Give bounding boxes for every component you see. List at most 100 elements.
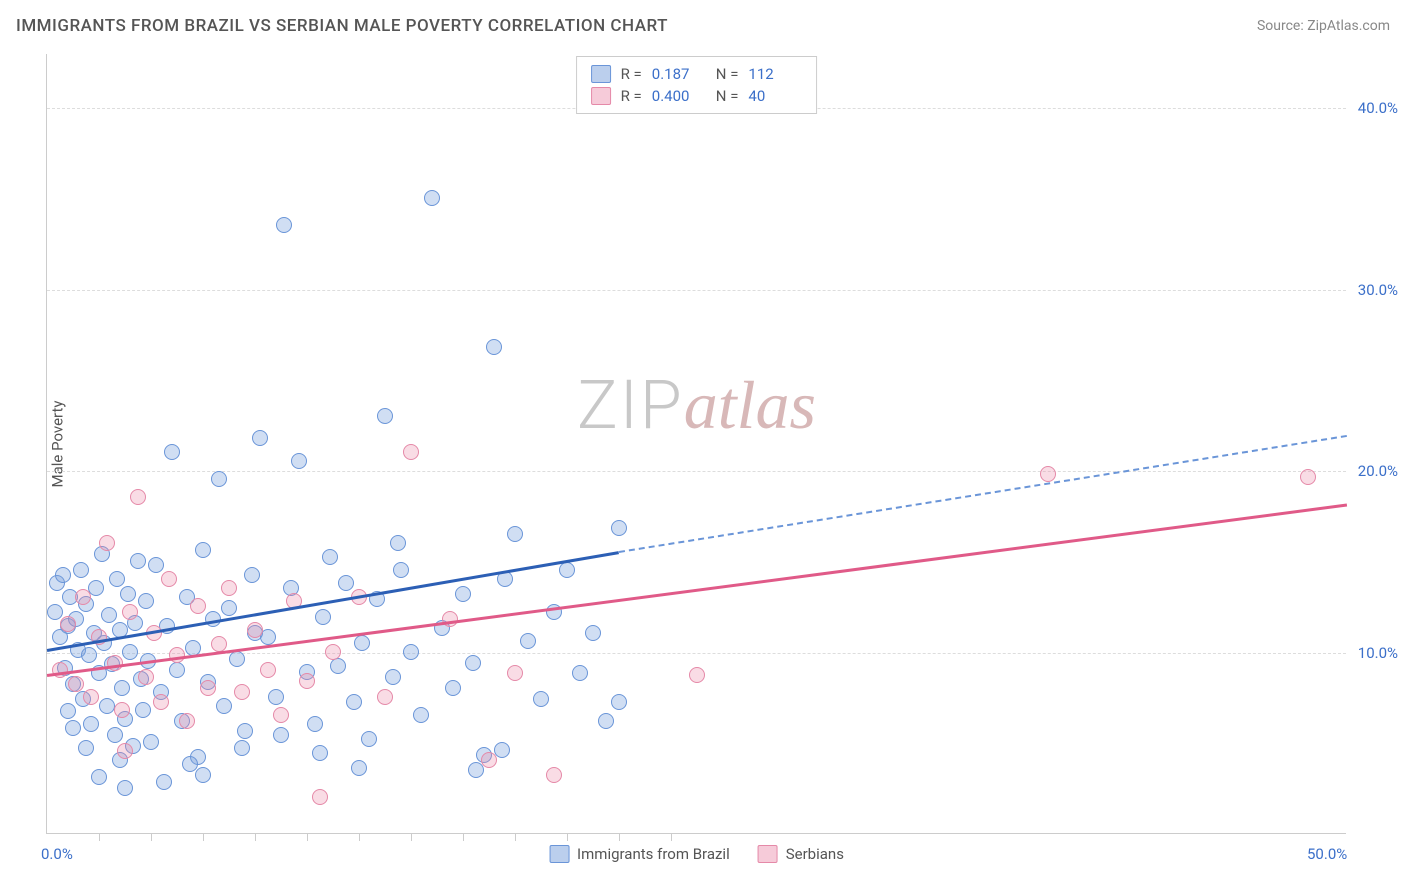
x-tick-mark [99, 833, 100, 841]
r-label: R = [621, 87, 642, 105]
scatter-point [611, 520, 627, 536]
x-tick-mark [307, 833, 308, 841]
scatter-point [109, 571, 125, 587]
scatter-point [99, 698, 115, 714]
scatter-point [338, 575, 354, 591]
y-tick-label: 30.0% [1358, 281, 1398, 299]
scatter-point [78, 740, 94, 756]
plot-area: ZIPatlas R = 0.187 N = 112 R = 0.400 N =… [46, 54, 1346, 834]
scatter-point [122, 644, 138, 660]
scatter-point [330, 658, 346, 674]
r-value-series2: 0.400 [652, 87, 706, 105]
scatter-point [229, 651, 245, 667]
scatter-point [260, 662, 276, 678]
scatter-point [135, 702, 151, 718]
scatter-point [182, 756, 198, 772]
legend-row-series1: R = 0.187 N = 112 [591, 63, 803, 85]
source-name: ZipAtlas.com [1307, 18, 1390, 34]
scatter-point [361, 731, 377, 747]
x-tick-mark [203, 833, 204, 841]
x-tick-mark [567, 833, 568, 841]
scatter-point [307, 716, 323, 732]
x-tick-mark [463, 833, 464, 841]
watermark: ZIPatlas [577, 365, 816, 445]
x-tick-label: 0.0% [41, 845, 73, 863]
scatter-point [143, 734, 159, 750]
scatter-point [156, 774, 172, 790]
scatter-point [546, 767, 562, 783]
scatter-point [390, 535, 406, 551]
scatter-point [276, 217, 292, 233]
source-prefix: Source: [1257, 18, 1307, 34]
legend-label-series2: Serbians [786, 845, 844, 863]
scatter-point [81, 647, 97, 663]
x-tick-mark [619, 833, 620, 841]
scatter-point [211, 471, 227, 487]
scatter-point [130, 553, 146, 569]
scatter-point [585, 625, 601, 641]
scatter-point [445, 680, 461, 696]
x-tick-label: 50.0% [1307, 845, 1347, 863]
scatter-point [200, 680, 216, 696]
r-label: R = [621, 65, 642, 83]
scatter-point [221, 580, 237, 596]
scatter-point [138, 593, 154, 609]
y-tick-label: 10.0% [1358, 644, 1398, 662]
scatter-point [122, 604, 138, 620]
scatter-point [377, 408, 393, 424]
scatter-point [273, 727, 289, 743]
scatter-point [273, 707, 289, 723]
scatter-point [315, 609, 331, 625]
scatter-point [138, 669, 154, 685]
scatter-point [107, 727, 123, 743]
scatter-point [65, 720, 81, 736]
scatter-point [507, 665, 523, 681]
legend-swatch-series1 [549, 845, 569, 863]
scatter-point [73, 562, 89, 578]
scatter-point [221, 600, 237, 616]
chart-container: Male Poverty ZIPatlas R = 0.187 N = 112 … [46, 54, 1386, 834]
scatter-point [486, 339, 502, 355]
x-tick-mark [359, 833, 360, 841]
scatter-point [268, 689, 284, 705]
scatter-point [598, 713, 614, 729]
scatter-point [299, 673, 315, 689]
legend-item-series2: Serbians [758, 845, 844, 863]
series-legend: Immigrants from Brazil Serbians [549, 845, 844, 863]
scatter-point [377, 689, 393, 705]
scatter-point [351, 760, 367, 776]
legend-swatch-series1 [591, 65, 611, 83]
scatter-point [60, 616, 76, 632]
scatter-point [234, 684, 250, 700]
scatter-point [252, 430, 268, 446]
legend-label-series1: Immigrants from Brazil [577, 845, 730, 863]
n-value-series2: 40 [748, 87, 802, 105]
scatter-point [83, 689, 99, 705]
scatter-point [325, 644, 341, 660]
scatter-point [1040, 466, 1056, 482]
x-tick-mark [515, 833, 516, 841]
r-value-series1: 0.187 [652, 65, 706, 83]
legend-item-series1: Immigrants from Brazil [549, 845, 730, 863]
legend-swatch-series2 [591, 87, 611, 105]
scatter-point [169, 662, 185, 678]
scatter-point [190, 598, 206, 614]
scatter-point [520, 633, 536, 649]
gridline [47, 290, 1346, 291]
n-label: N = [716, 65, 739, 83]
scatter-point [494, 742, 510, 758]
y-tick-label: 20.0% [1358, 462, 1398, 480]
chart-title: IMMIGRANTS FROM BRAZIL VS SERBIAN MALE P… [16, 16, 668, 36]
scatter-point [68, 676, 84, 692]
scatter-point [195, 767, 211, 783]
scatter-point [55, 567, 71, 583]
scatter-point [114, 702, 130, 718]
scatter-point [455, 586, 471, 602]
x-tick-mark [151, 833, 152, 841]
scatter-point [393, 562, 409, 578]
scatter-point [312, 789, 328, 805]
scatter-point [1300, 469, 1316, 485]
scatter-point [533, 691, 549, 707]
scatter-point [354, 635, 370, 651]
scatter-point [312, 745, 328, 761]
